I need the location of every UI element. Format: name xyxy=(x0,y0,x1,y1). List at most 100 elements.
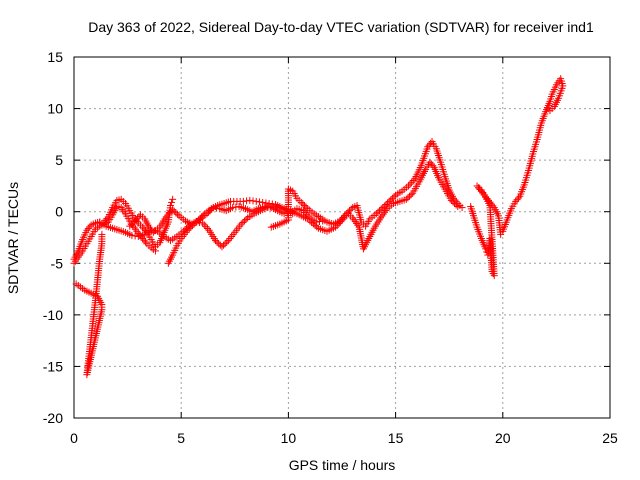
x-tick-labels: 0 5 10 15 20 25 xyxy=(70,430,618,446)
data-point xyxy=(188,222,196,230)
data-point xyxy=(384,199,392,207)
y-axis-label: SDTVAR / TECUs xyxy=(5,182,21,294)
data-point xyxy=(344,208,352,216)
data-point xyxy=(147,226,155,234)
data-point xyxy=(407,191,415,199)
data-point xyxy=(515,194,523,202)
data-point xyxy=(84,225,92,233)
data-point xyxy=(306,217,314,225)
data-point xyxy=(374,208,382,216)
data-point xyxy=(213,204,221,212)
data-point xyxy=(203,224,211,232)
y-tick-label: -10 xyxy=(43,307,63,323)
y-tick-label: -15 xyxy=(43,358,63,374)
data-point xyxy=(451,199,459,207)
data-point xyxy=(164,211,172,219)
data-point xyxy=(140,225,148,233)
data-point xyxy=(237,220,245,228)
data-point xyxy=(239,197,247,205)
data-point xyxy=(206,207,214,215)
data-point xyxy=(255,198,263,206)
x-tick-label: 0 xyxy=(70,430,78,446)
data-point xyxy=(240,217,248,225)
data-point xyxy=(264,203,272,211)
data-point xyxy=(479,189,487,197)
data-point xyxy=(162,213,170,221)
data-point xyxy=(487,200,495,208)
data-point xyxy=(205,208,213,216)
data-point xyxy=(482,193,490,201)
data-point xyxy=(390,193,398,201)
data-point xyxy=(447,196,455,204)
data-point xyxy=(140,236,148,244)
data-point xyxy=(486,198,494,206)
data-point xyxy=(299,207,307,215)
data-point xyxy=(169,195,177,203)
data-point xyxy=(220,241,228,249)
axis-ticks xyxy=(73,56,611,419)
data-point xyxy=(388,194,396,202)
data-point xyxy=(404,182,412,190)
data-point xyxy=(243,197,251,205)
data-point xyxy=(242,215,250,223)
data-point xyxy=(309,220,317,228)
data-point xyxy=(141,238,149,246)
data-point xyxy=(223,238,231,246)
x-tick-label: 10 xyxy=(281,430,297,446)
data-point xyxy=(476,186,484,194)
data-point xyxy=(429,162,437,170)
data-point xyxy=(151,247,159,255)
data-point xyxy=(512,197,520,205)
data-point xyxy=(127,221,135,229)
data-point xyxy=(483,195,491,203)
data-point xyxy=(221,240,229,248)
data-point xyxy=(261,203,269,211)
data-point xyxy=(209,204,217,212)
data-point xyxy=(218,243,226,251)
data-point xyxy=(376,207,384,215)
data-point xyxy=(449,198,457,206)
data-point xyxy=(170,207,178,215)
data-point xyxy=(169,206,177,214)
x-tick-label: 20 xyxy=(495,430,511,446)
plot-frame xyxy=(73,56,611,419)
y-tick-label: 5 xyxy=(55,152,63,168)
data-point xyxy=(132,216,140,224)
data-point xyxy=(406,180,414,188)
data-point xyxy=(379,204,387,212)
data-point xyxy=(485,196,493,204)
data-point xyxy=(128,231,136,239)
data-point xyxy=(83,226,91,234)
data-point xyxy=(480,191,488,199)
data-point xyxy=(408,178,416,186)
data-point xyxy=(347,205,355,213)
data-point xyxy=(203,210,211,218)
data-point xyxy=(424,143,432,151)
data-point xyxy=(200,221,208,229)
data-point xyxy=(402,195,410,203)
data-point xyxy=(475,184,483,192)
grid-lines xyxy=(74,57,610,418)
y-tick-label: 15 xyxy=(47,49,63,65)
data-point xyxy=(454,203,462,211)
data-point xyxy=(427,160,435,168)
data-point xyxy=(406,192,414,200)
data-point xyxy=(131,218,139,226)
data-point xyxy=(172,209,180,217)
data-point xyxy=(126,222,134,230)
data-point xyxy=(252,197,260,205)
x-tick-label: 5 xyxy=(177,430,185,446)
x-tick-label: 25 xyxy=(602,430,618,446)
data-point xyxy=(300,202,308,210)
data-point xyxy=(134,214,142,222)
data-point xyxy=(249,197,257,205)
data-point xyxy=(150,227,158,235)
data-point xyxy=(458,204,466,212)
data-point xyxy=(452,201,460,209)
data-point xyxy=(202,223,210,231)
data-point xyxy=(185,225,193,233)
data-point xyxy=(165,209,173,217)
data-point xyxy=(213,238,221,246)
data-point xyxy=(229,204,237,212)
data-point xyxy=(187,223,195,231)
